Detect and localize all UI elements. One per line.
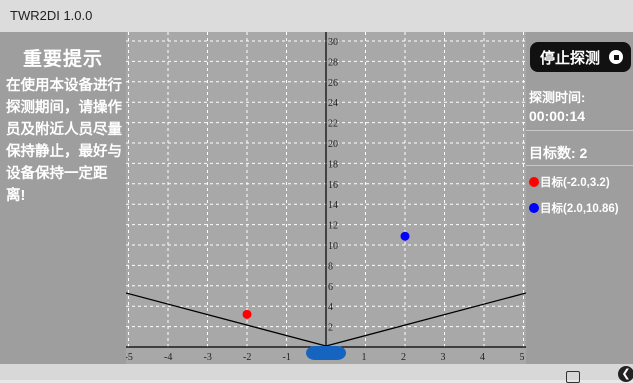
detect-time-value: 00:00:14 [529, 108, 586, 124]
notice-body: 在使用本设备进行探测期间，请操作员及附近人员尽量保持静止，最好与设备保持一定距离… [6, 78, 122, 204]
target-entry-2: 目标(2.0,10.86) [529, 200, 619, 216]
stop-circle-icon [609, 50, 623, 64]
y-tick-label: 2 [328, 323, 333, 334]
square-icon[interactable] [566, 371, 580, 383]
x-tick-label: 2 [401, 352, 406, 363]
x-tick-label: -5 [126, 352, 133, 363]
y-tick-label: 26 [328, 78, 338, 89]
back-icon[interactable]: ❮ [618, 366, 633, 382]
y-tick-label: 30 [328, 37, 338, 48]
target-count: 目标数: 2 [529, 145, 588, 161]
y-tick-label: 24 [328, 98, 338, 109]
y-tick-label: 8 [328, 261, 333, 272]
y-tick-label: 20 [328, 139, 338, 150]
x-tick-label: 3 [441, 352, 446, 363]
y-tick-label: 28 [328, 57, 338, 68]
y-tick-label: 6 [328, 282, 333, 293]
y-tick-label: 4 [328, 302, 333, 313]
y-tick-label: 14 [328, 200, 338, 211]
x-tick-label: -4 [164, 352, 172, 363]
divider [526, 130, 633, 131]
target-point [242, 309, 252, 319]
y-tick-label: 10 [328, 241, 338, 252]
fov-boundary-right [325, 292, 527, 347]
x-tick-label: -3 [204, 352, 212, 363]
radar-plot-svg: -5-4-3-2-1123452468101214161820222426283… [125, 32, 527, 363]
status-panel: 停止探测 探测时间: 00:00:14 目标数: 2 目标(-2.0,3.2) … [526, 32, 633, 364]
target-point [400, 231, 410, 241]
title-bar: TWR2DI 1.0.0 [0, 0, 633, 32]
notice-title: 重要提示 [22, 49, 103, 70]
target-color-dot [529, 177, 539, 187]
x-tick-label: -2 [243, 352, 251, 363]
y-tick-label: 16 [328, 180, 338, 191]
x-tick-label: 4 [480, 352, 485, 363]
y-tick-label: 18 [328, 159, 338, 170]
device-marker [306, 346, 346, 360]
target-entry-1: 目标(-2.0,3.2) [529, 174, 610, 190]
target-label: 目标(-2.0,3.2) [540, 177, 610, 189]
radar-plot: -5-4-3-2-1123452468101214161820222426283… [125, 32, 527, 364]
detect-time-label: 探测时间: [529, 90, 586, 105]
notice-panel: 重要提示 在使用本设备进行探测期间，请操作员及附近人员尽量保持静止，最好与设备保… [0, 32, 126, 364]
y-tick-label: 22 [328, 119, 338, 130]
x-tick-label: -1 [283, 352, 291, 363]
stop-detection-button[interactable]: 停止探测 [530, 42, 631, 72]
divider [526, 165, 633, 166]
target-label: 目标(2.0,10.86) [540, 203, 619, 215]
stop-detection-label: 停止探测 [540, 49, 601, 67]
navigation-bar [0, 364, 633, 380]
x-tick-label: 1 [362, 352, 367, 363]
x-tick-label: 5 [520, 352, 525, 363]
y-tick-label: 12 [328, 221, 338, 232]
window-title: TWR2DI 1.0.0 [10, 8, 93, 23]
fov-boundary-left [125, 292, 327, 347]
target-color-dot [529, 203, 539, 213]
